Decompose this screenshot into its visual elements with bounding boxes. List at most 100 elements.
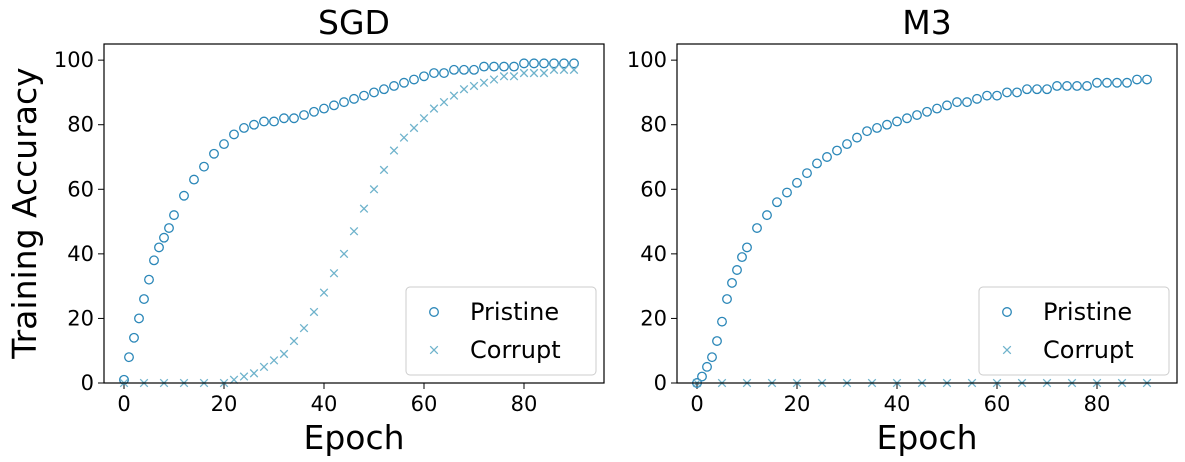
data-point [519,68,529,78]
data-point [982,90,992,101]
data-point [399,77,409,88]
data-point [289,336,299,346]
data-point [219,139,229,150]
data-point [842,139,852,150]
data-point [279,349,289,359]
plot-frame [676,43,1178,384]
data-point [419,113,429,123]
data-point [822,152,832,162]
y-tick-label: 0 [654,371,667,395]
data-point [1132,74,1142,85]
data-point [1032,84,1042,95]
data-point [509,61,519,72]
x-tick-label: 80 [511,392,538,416]
data-point [164,223,174,233]
data-point [499,61,509,72]
chart-title: SGD [318,3,390,42]
x-tick-label: 60 [411,392,438,416]
legend-label: Pristine [470,298,559,326]
legend-box [978,286,1170,376]
x-axis-label: Epoch [876,418,977,457]
series-pristine [119,58,579,385]
data-point [169,210,179,221]
data-point [329,268,339,278]
data-point [772,197,782,208]
data-point [569,58,579,69]
data-point [339,249,349,259]
data-point [707,352,717,363]
data-point [449,64,459,75]
data-point [737,252,747,263]
data-point [717,316,727,327]
data-point [489,75,499,84]
data-point [379,84,389,95]
data-point [862,126,872,137]
data-point [1092,77,1102,88]
data-point [199,161,209,172]
y-axis-label: Training Accuracy [5,67,44,359]
data-point [1022,84,1032,95]
data-point [1012,87,1022,98]
series-pristine [692,74,1152,388]
x-tick-label: 20 [211,392,238,416]
data-point [249,369,259,378]
data-point [479,61,489,72]
y-tick-label: 100 [627,48,667,72]
data-point [509,72,519,81]
data-point [259,116,269,127]
data-point [369,185,379,194]
legend: Pristine Corrupt [405,286,597,376]
data-point [369,87,379,98]
plot-frame [103,43,605,384]
x-tick-label: 0 [117,392,130,416]
legend-box [405,286,597,376]
data-point [529,68,539,78]
data-point [832,145,842,156]
data-point [752,223,762,233]
data-point [1122,77,1132,88]
data-point [479,78,489,88]
y-tick-label: 60 [67,177,94,201]
data-point [529,58,539,69]
data-point [299,110,309,120]
data-point [269,356,279,365]
data-point [932,103,942,114]
data-point [469,64,479,75]
data-point [419,71,429,82]
data-point [359,204,369,213]
data-point [379,165,389,175]
data-point [339,97,349,108]
data-point [469,81,479,91]
y-tick-label: 40 [640,242,667,266]
data-point [1052,81,1062,91]
data-point [299,323,309,333]
data-point [124,352,134,363]
x-tick-label: 0 [690,392,703,416]
data-point [129,332,139,343]
x-tick-label: 80 [1084,392,1111,416]
data-point [149,255,159,266]
y-tick-label: 60 [640,177,667,201]
data-point [992,90,1002,101]
data-point [942,100,952,111]
data-point [549,65,559,75]
data-point [439,68,449,79]
x-tick-label: 40 [884,392,911,416]
legend-label: Corrupt [470,336,561,364]
x-tick-label: 40 [311,392,338,416]
data-point [559,58,569,69]
data-point [489,61,499,72]
legend-marker [1002,345,1012,355]
data-point [259,362,269,372]
data-point [459,64,469,75]
data-point [134,313,144,324]
data-point [742,242,752,253]
y-tick-label: 80 [67,113,94,137]
data-point [349,226,359,236]
data-point [792,177,802,188]
legend-marker [429,307,439,317]
data-point [812,158,822,169]
data-point [499,72,509,81]
data-point [289,113,299,124]
